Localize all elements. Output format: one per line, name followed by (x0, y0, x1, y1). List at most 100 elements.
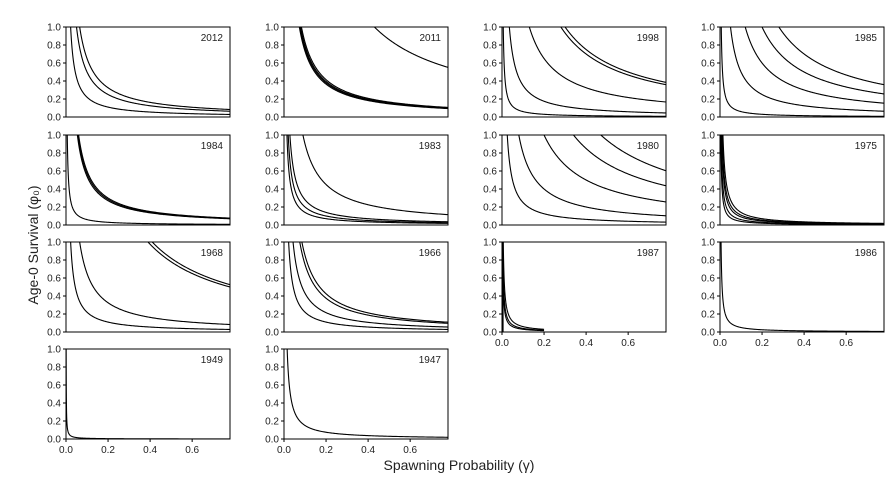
y-tick-label: 0.2 (47, 95, 61, 106)
panel-frame (501, 134, 667, 226)
curve-line (66, 349, 230, 439)
y-tick-label: 0.0 (701, 221, 715, 232)
panel-1980: 0.0 0.2 0.4 0.6 0.8 1.0 1980 (483, 131, 667, 232)
x-tick-label: 0.0 (277, 445, 291, 456)
curve-line (70, 27, 230, 116)
y-tick-label: 0.4 (701, 77, 715, 88)
panel-frame (283, 26, 449, 118)
y-tick-label: 0.2 (265, 203, 279, 214)
x-tick-label: 0.2 (101, 445, 115, 456)
y-tick-label: 0.2 (47, 310, 61, 321)
y-tick-label: 0.0 (483, 328, 497, 339)
y-tick-label: 0.6 (47, 167, 61, 178)
y-tick-label: 0.6 (701, 59, 715, 70)
curves-group (286, 349, 448, 438)
curve-line (300, 27, 448, 109)
y-tick-label: 1.0 (47, 238, 61, 249)
curve-line (151, 242, 230, 286)
curves-group (288, 242, 448, 331)
curve-line (299, 242, 448, 324)
y-axis-title: Age-0 Survival (φ₀) (25, 185, 41, 304)
curve-line (75, 27, 230, 112)
y-tick-label: 0.0 (47, 113, 61, 124)
y-tick-label: 0.8 (265, 256, 279, 267)
x-tick-label: 0.6 (185, 445, 199, 456)
curves-group (506, 135, 666, 223)
y-tick-label: 0.4 (265, 185, 279, 196)
y-tick-label: 0.6 (483, 59, 497, 70)
y-tick-label: 0.0 (265, 328, 279, 339)
curve-line (600, 135, 666, 172)
curve-line (720, 135, 884, 225)
curve-line (299, 27, 448, 109)
y-tick-label: 0.8 (265, 41, 279, 52)
y-tick-label: 0.8 (701, 41, 715, 52)
y-tick-label: 0.6 (483, 274, 497, 285)
y-tick-label: 1.0 (701, 23, 715, 34)
curve-line (722, 135, 884, 224)
curve-line (502, 27, 666, 117)
y-tick-label: 0.6 (265, 274, 279, 285)
curve-line (721, 135, 884, 225)
curve-line (506, 135, 666, 223)
curve-line (729, 27, 884, 112)
y-tick-label: 0.6 (701, 274, 715, 285)
panel-year-label: 1985 (855, 33, 878, 44)
curve-line (560, 27, 666, 86)
panel-year-label: 1968 (201, 248, 224, 259)
y-tick-label: 0.4 (47, 185, 61, 196)
curve-line (289, 135, 448, 223)
y-tick-label: 0.0 (47, 221, 61, 232)
curve-line (147, 242, 230, 288)
curve-line (528, 27, 666, 103)
y-tick-label: 0.8 (701, 149, 715, 160)
curve-line (373, 27, 448, 68)
x-tick-label: 0.0 (59, 445, 73, 456)
curve-line (572, 135, 666, 187)
y-tick-label: 0.6 (265, 59, 279, 70)
y-tick-label: 0.0 (701, 113, 715, 124)
panel-1984: 0.0 0.2 0.4 0.6 0.8 1.0 1984 (47, 131, 231, 232)
panel-year-label: 2012 (201, 33, 224, 44)
curves-group (286, 135, 448, 224)
curve-line (720, 135, 884, 225)
x-tick-label: 0.0 (713, 338, 727, 349)
y-tick-label: 0.8 (265, 363, 279, 374)
curve-line (76, 135, 230, 220)
y-tick-label: 1.0 (265, 238, 279, 249)
y-tick-label: 0.4 (47, 399, 61, 410)
y-tick-label: 0.2 (701, 95, 715, 106)
y-tick-label: 0.0 (701, 328, 715, 339)
panel-1983: 0.0 0.2 0.4 0.6 0.8 1.0 1983 (265, 131, 449, 232)
y-tick-label: 1.0 (47, 23, 61, 34)
y-tick-label: 0.4 (483, 292, 497, 303)
y-tick-label: 1.0 (701, 131, 715, 142)
x-tick-label: 0.0 (495, 338, 509, 349)
panel-year-label: 2011 (419, 33, 441, 44)
y-tick-label: 0.6 (47, 381, 61, 392)
curves-group (502, 27, 666, 117)
y-tick-label: 0.0 (265, 435, 279, 446)
y-tick-label: 0.4 (483, 185, 497, 196)
y-tick-label: 0.6 (265, 381, 279, 392)
curve-line (288, 242, 448, 331)
y-tick-label: 0.8 (483, 149, 497, 160)
y-tick-label: 0.0 (483, 221, 497, 232)
panel-frame (719, 241, 885, 333)
curve-line (66, 135, 230, 225)
x-tick-label: 0.4 (361, 445, 375, 456)
x-tick-label: 0.4 (797, 338, 811, 349)
curve-line (761, 27, 884, 95)
y-tick-label: 0.4 (47, 292, 61, 303)
panel-year-label: 1975 (855, 141, 878, 152)
y-tick-label: 1.0 (483, 238, 497, 249)
panel-frame (283, 241, 449, 333)
y-tick-label: 1.0 (483, 23, 497, 34)
curve-line (302, 135, 448, 216)
curve-line (79, 27, 230, 111)
y-tick-label: 0.8 (47, 256, 61, 267)
y-tick-label: 0.0 (47, 435, 61, 446)
curve-line (79, 242, 230, 326)
panel-year-label: 1949 (201, 355, 224, 366)
y-tick-label: 0.8 (483, 256, 497, 267)
